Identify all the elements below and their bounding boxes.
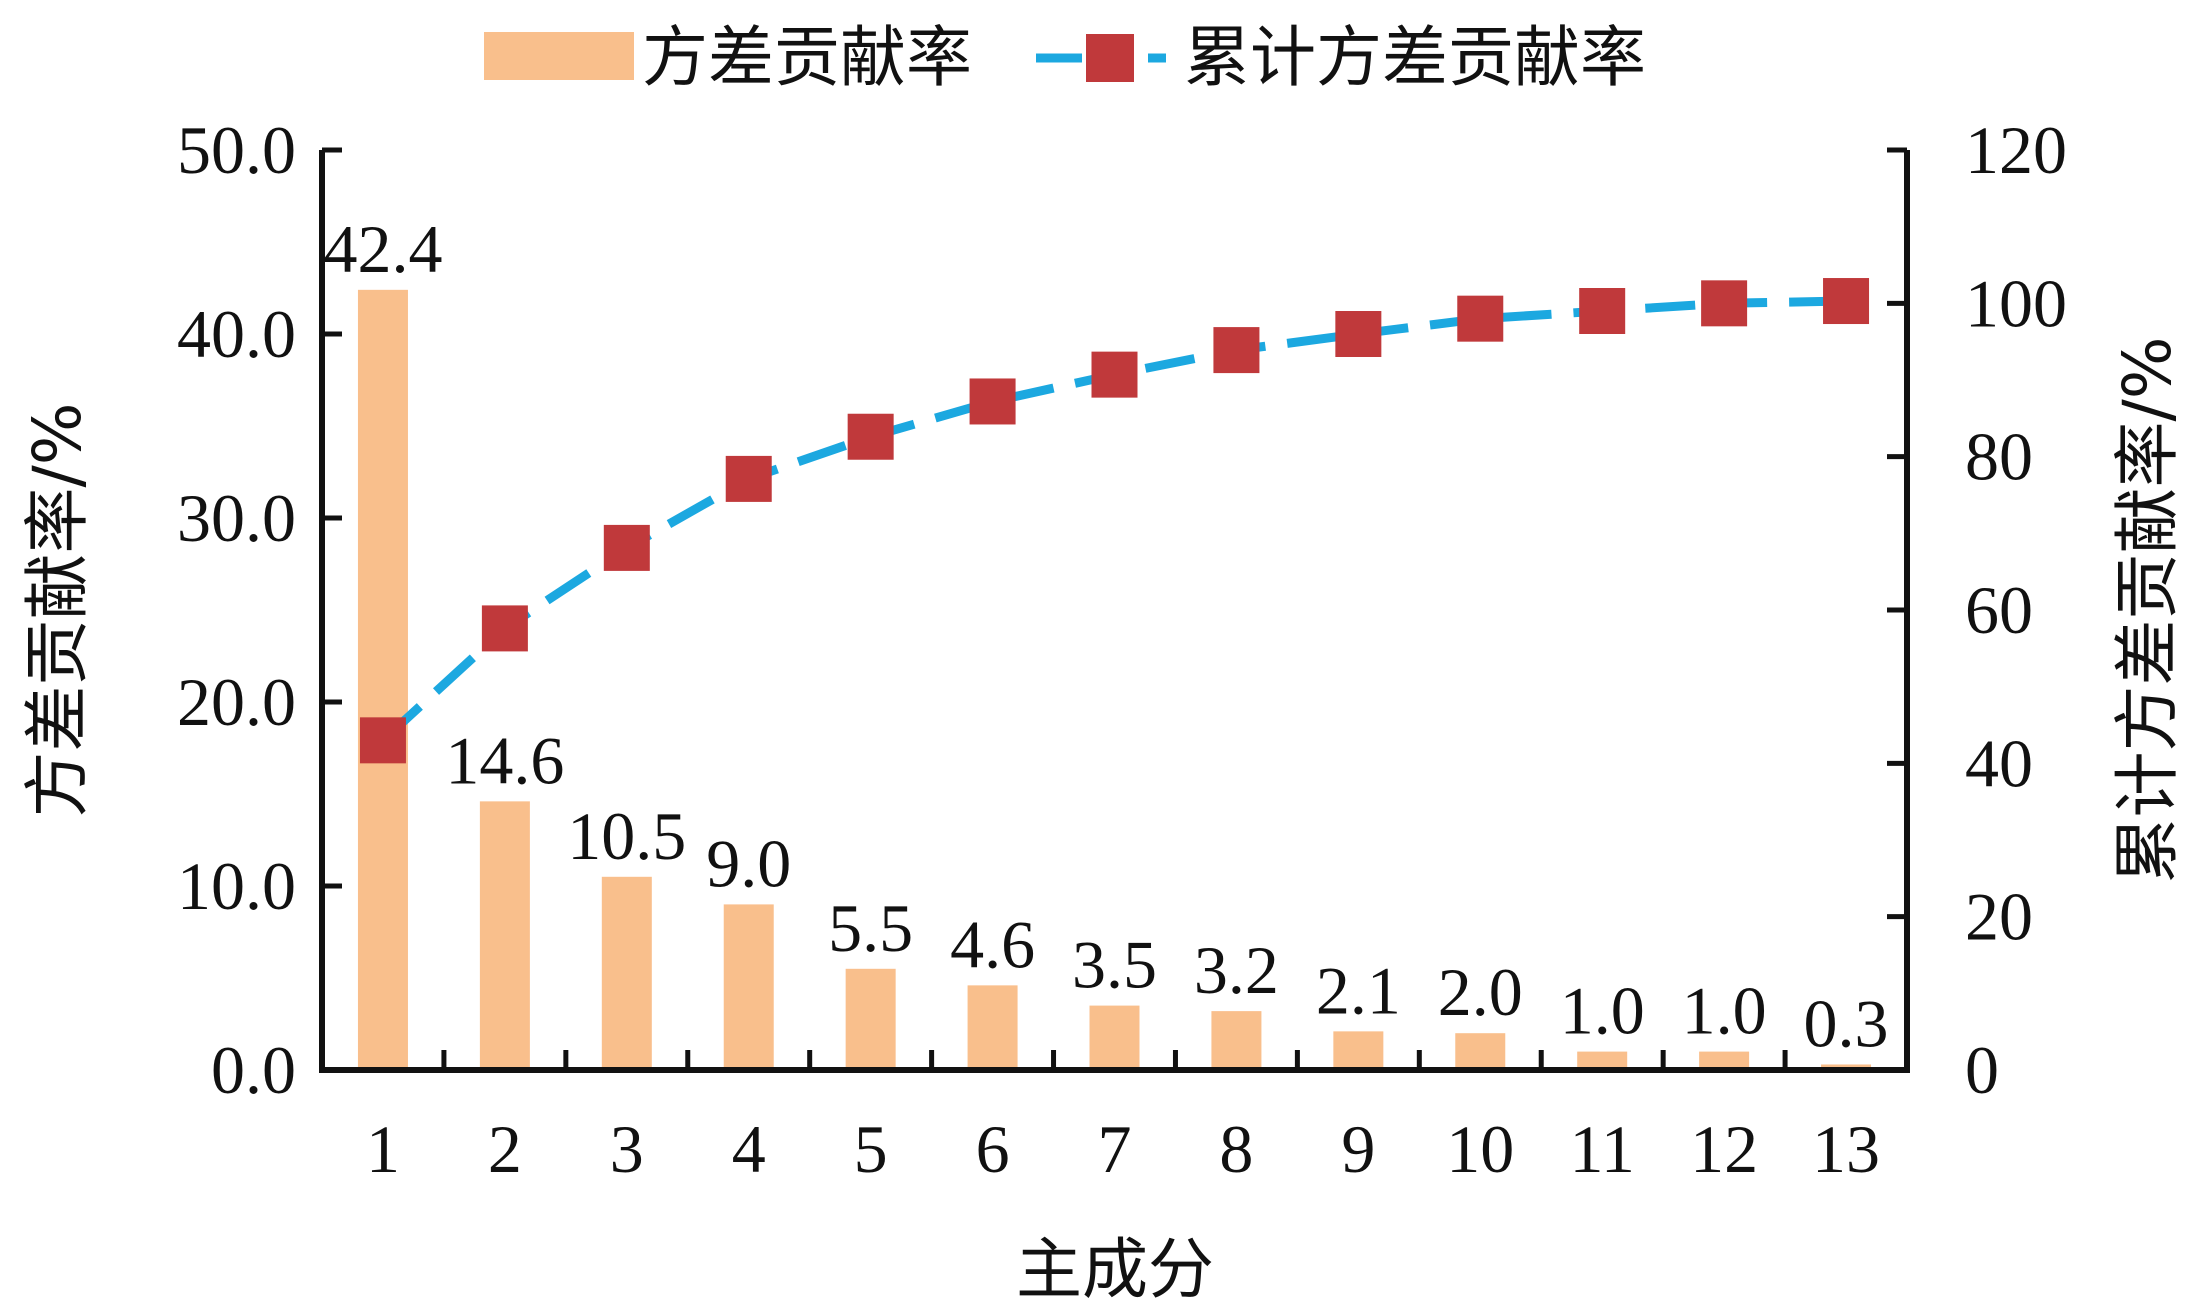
right-y-tick-label: 120 — [1965, 112, 2067, 188]
bar-value-label: 9.0 — [706, 825, 791, 901]
x-tick-label: 2 — [488, 1111, 522, 1187]
bar-value-label: 4.6 — [950, 906, 1035, 982]
variance-bar — [723, 904, 774, 1067]
variance-bar — [845, 968, 896, 1067]
left-y-tick-label: 0.0 — [211, 1032, 296, 1108]
cumulative-marker — [969, 378, 1016, 425]
cumulative-marker — [359, 717, 406, 764]
right-y-tick-label: 0 — [1965, 1032, 1999, 1108]
left-y-tick-label: 10.0 — [177, 848, 296, 924]
variance-bar — [1821, 1064, 1872, 1067]
cumulative-marker — [481, 605, 528, 652]
variance-bar — [1699, 1051, 1750, 1067]
x-tick-label: 13 — [1812, 1111, 1880, 1187]
cumulative-marker — [1823, 278, 1870, 325]
bar-value-label: 0.3 — [1804, 985, 1889, 1061]
legend-bar-swatch — [484, 32, 634, 80]
x-tick-label: 11 — [1569, 1111, 1634, 1187]
variance-bar — [967, 985, 1018, 1067]
variance-bar — [357, 289, 408, 1068]
x-axis-ticks: 1 2 3 4 5 6 7 8 9 10 11 12 13 — [366, 1050, 1880, 1187]
x-axis-title: 主成分 — [1016, 1231, 1214, 1308]
legend-line-label: 累计方差贡献率 — [1184, 19, 1646, 96]
bar-value-labels: 42.4 14.610.5 9.0 5.5 4.6 3.5 3.2 2.1 2.0 1.0 1.0 0… — [323, 211, 1888, 1062]
cumulative-marker — [1457, 295, 1504, 342]
cumulative-markers — [359, 278, 1870, 764]
variance-bars — [357, 289, 1872, 1068]
bar-value-label: 1.0 — [1560, 973, 1645, 1049]
variance-bar — [601, 876, 652, 1067]
x-tick-label: 1 — [366, 1111, 400, 1187]
cumulative-marker — [1335, 311, 1382, 357]
variance-bar — [1089, 1005, 1140, 1067]
variance-bar — [479, 801, 530, 1067]
right-y-tick-label: 60 — [1965, 572, 2033, 648]
x-tick-label: 12 — [1690, 1111, 1758, 1187]
right-y-tick-label: 100 — [1965, 265, 2067, 341]
x-tick-label: 7 — [1098, 1111, 1132, 1187]
variance-bar — [1455, 1033, 1506, 1067]
bar-value-label: 1.0 — [1682, 973, 1767, 1049]
variance-bar — [1211, 1011, 1262, 1067]
x-tick-label: 4 — [732, 1111, 766, 1187]
left-y-tick-label: 40.0 — [177, 296, 296, 372]
right-y-tick-label: 80 — [1965, 419, 2033, 495]
cumulative-marker — [847, 413, 894, 460]
bar-value-label: 5.5 — [828, 890, 913, 966]
variance-bar — [1333, 1031, 1384, 1067]
left-y-axis-title: 方差贡献率/% — [19, 403, 96, 818]
cumulative-marker — [1579, 288, 1626, 334]
variance-bar — [1577, 1051, 1628, 1067]
right-y-axis-ticks: 0 20 40 60 80 100 120 — [1887, 112, 2067, 1108]
right-y-axis-title: 累计方差贡献率/% — [2109, 337, 2186, 884]
legend: 方差贡献率 累计方差贡献率 — [484, 19, 1646, 96]
x-tick-label: 9 — [1341, 1111, 1375, 1187]
right-y-tick-label: 40 — [1965, 725, 2033, 801]
cumulative-marker — [603, 524, 650, 571]
x-tick-label: 8 — [1219, 1111, 1253, 1187]
cumulative-marker — [1701, 280, 1748, 327]
left-y-tick-label: 50.0 — [177, 112, 296, 188]
x-tick-label: 10 — [1446, 1111, 1514, 1187]
right-y-tick-label: 20 — [1965, 879, 2033, 955]
cumulative-marker — [1091, 351, 1138, 398]
legend-bar-label: 方差贡献率 — [642, 19, 972, 96]
bar-value-label: 3.2 — [1194, 932, 1279, 1008]
left-y-tick-label: 20.0 — [177, 664, 296, 740]
left-y-axis-ticks: 0.0 10.0 20.0 30.0 40.0 50.0 — [177, 112, 342, 1108]
x-tick-label: 6 — [976, 1111, 1010, 1187]
bar-value-label: 14.6 — [445, 722, 564, 798]
left-y-tick-label: 30.0 — [177, 480, 296, 556]
bar-value-label: 2.0 — [1438, 954, 1523, 1030]
x-tick-label: 3 — [610, 1111, 644, 1187]
bar-value-label: 3.5 — [1072, 927, 1157, 1003]
bar-value-label: 10.5 — [567, 798, 686, 874]
cumulative-marker — [725, 455, 772, 502]
x-tick-label: 5 — [854, 1111, 888, 1187]
bar-value-label: 2.1 — [1316, 952, 1401, 1028]
bar-value-label: 42.4 — [323, 211, 442, 287]
legend-marker-swatch — [1086, 34, 1134, 82]
cumulative-marker — [1213, 327, 1260, 374]
